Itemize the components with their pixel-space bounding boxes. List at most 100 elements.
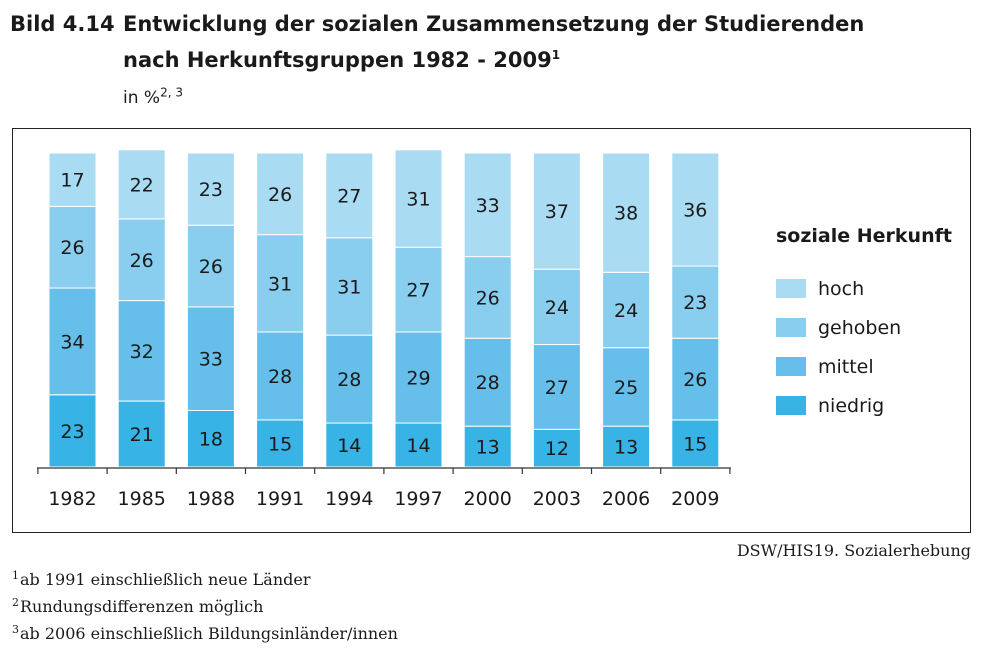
bar-segment-mittel-1982 (48, 287, 97, 396)
data-label-hoch-1994: 27 (337, 185, 361, 207)
legend-label: mittel (818, 355, 874, 378)
x-tick-label: 2006 (602, 488, 650, 510)
bar-segment-niedrig-1988 (186, 409, 235, 468)
data-label-hoch-2009: 36 (683, 200, 707, 222)
bar-segment-niedrig-2009 (671, 419, 720, 468)
unit-footnote-marks: 2, 3 (160, 85, 183, 100)
data-label-niedrig-1988: 18 (199, 429, 223, 451)
bar-segment-hoch-1988 (186, 152, 235, 226)
bar-segment-mittel-2009 (671, 337, 720, 421)
legend-swatch (776, 357, 806, 376)
data-label-hoch-2006: 38 (614, 203, 638, 225)
bar-segment-hoch-1991 (256, 152, 305, 236)
footnote-mark: 1 (12, 568, 19, 582)
bar-segment-mittel-1991 (256, 331, 305, 421)
footnote-mark: 2 (12, 595, 19, 609)
bar-segment-hoch-1997 (394, 149, 443, 248)
bar-segment-niedrig-1994 (325, 422, 374, 468)
bar-segment-gehoben-1985 (117, 218, 166, 302)
data-label-gehoben-2006: 24 (614, 300, 638, 322)
bar-segment-gehoben-2000 (463, 256, 512, 339)
footnote-2: 2Rundungsdifferenzen möglich (12, 593, 398, 620)
data-label-gehoben-1988: 26 (199, 256, 223, 278)
data-label-hoch-1988: 23 (199, 179, 223, 201)
data-label-niedrig-2000: 13 (476, 437, 500, 459)
legend-label: niedrig (818, 394, 885, 417)
figure-title-footnote-mark: 1 (551, 48, 561, 62)
data-label-mittel-1988: 33 (199, 349, 223, 371)
legend-label: gehoben (818, 316, 902, 339)
footnote-text: Rundungsdifferenzen möglich (20, 597, 264, 616)
x-tick-label: 1997 (394, 488, 442, 510)
data-label-niedrig-1991: 15 (268, 433, 292, 455)
footnote-text: ab 1991 einschließlich neue Länder (20, 570, 311, 589)
data-label-mittel-1997: 29 (406, 368, 430, 390)
data-label-gehoben-1982: 26 (60, 237, 84, 259)
bar-segment-mittel-1994 (325, 334, 374, 424)
bar-segment-niedrig-1985 (117, 400, 166, 468)
bar-segment-mittel-1985 (117, 300, 166, 402)
data-label-hoch-1985: 22 (130, 174, 154, 196)
unit-label: in %2, 3 (123, 85, 183, 108)
data-label-niedrig-1997: 14 (406, 435, 430, 457)
figure-number: Bild 4.14 (10, 12, 115, 36)
data-label-gehoben-2009: 23 (683, 292, 707, 314)
data-label-niedrig-2009: 15 (683, 433, 707, 455)
x-tick-label: 1994 (325, 488, 373, 510)
data-label-niedrig-1982: 23 (60, 421, 84, 443)
bar-segment-hoch-1985 (117, 149, 166, 220)
bar-segment-gehoben-2003 (532, 268, 581, 346)
chart-frame (12, 128, 971, 533)
legend-swatch (776, 396, 806, 415)
data-label-hoch-1991: 26 (268, 184, 292, 206)
bar-segment-mittel-2006 (602, 347, 651, 427)
figure-title-text: Entwicklung der sozialen Zusammensetzung… (123, 12, 865, 72)
x-tick-label: 2000 (464, 488, 512, 510)
figure-title: Entwicklung der sozialen Zusammensetzung… (123, 6, 923, 78)
legend-item-niedrig: niedrig (776, 386, 952, 425)
x-tick-label: 1985 (118, 488, 166, 510)
data-label-mittel-1985: 32 (130, 341, 154, 363)
legend-item-gehoben: gehoben (776, 308, 952, 347)
footnote-3: 3ab 2006 einschließlich Bildungsinländer… (12, 620, 398, 647)
data-label-hoch-2003: 37 (545, 201, 569, 223)
bar-segment-mittel-1997 (394, 331, 443, 424)
legend-title: soziale Herkunft (776, 225, 952, 247)
data-label-hoch-1997: 31 (406, 189, 430, 211)
footnote-mark: 3 (12, 622, 19, 636)
data-label-niedrig-2003: 12 (545, 438, 569, 460)
footnote-1: 1ab 1991 einschließlich neue Länder (12, 566, 398, 593)
bar-segment-niedrig-2006 (602, 425, 651, 468)
bar-segment-hoch-2006 (602, 152, 651, 273)
stacked-bar-chart: 23 34 26 17 1982 21 32 26 22 1985 18 33 26 23 1988 15 28… (36, 149, 731, 510)
bar-segment-gehoben-1991 (256, 234, 305, 333)
bar-segment-hoch-1982 (48, 152, 97, 207)
bar-segment-gehoben-2006 (602, 271, 651, 349)
bar-segment-hoch-2009 (671, 152, 720, 267)
data-label-mittel-2006: 25 (614, 377, 638, 399)
data-label-mittel-1994: 28 (337, 369, 361, 391)
bar-segment-hoch-2003 (532, 152, 581, 270)
data-label-niedrig-1994: 14 (337, 435, 361, 457)
legend-item-mittel: mittel (776, 347, 952, 386)
x-tick-label: 1982 (48, 488, 96, 510)
data-label-mittel-1982: 34 (60, 331, 84, 353)
data-label-hoch-1982: 17 (60, 170, 84, 192)
x-tick-label: 1988 (187, 488, 235, 510)
data-label-niedrig-2006: 13 (614, 437, 638, 459)
legend-swatch (776, 318, 806, 337)
data-label-mittel-1991: 28 (268, 366, 292, 388)
unit-text: in % (123, 88, 161, 108)
footnote-text: ab 2006 einschließlich Bildungsinländer/… (20, 624, 398, 643)
data-label-niedrig-1985: 21 (130, 424, 154, 446)
x-tick-label: 1991 (256, 488, 304, 510)
data-label-gehoben-2003: 24 (545, 297, 569, 319)
bar-segment-niedrig-2000 (463, 425, 512, 468)
bar-segment-hoch-2000 (463, 152, 512, 258)
legend-item-hoch: hoch (776, 269, 952, 308)
data-label-mittel-2009: 26 (683, 369, 707, 391)
data-label-gehoben-2000: 26 (476, 287, 500, 309)
data-label-mittel-2003: 27 (545, 377, 569, 399)
data-label-mittel-2000: 28 (476, 372, 500, 394)
x-tick-label: 2009 (671, 488, 719, 510)
